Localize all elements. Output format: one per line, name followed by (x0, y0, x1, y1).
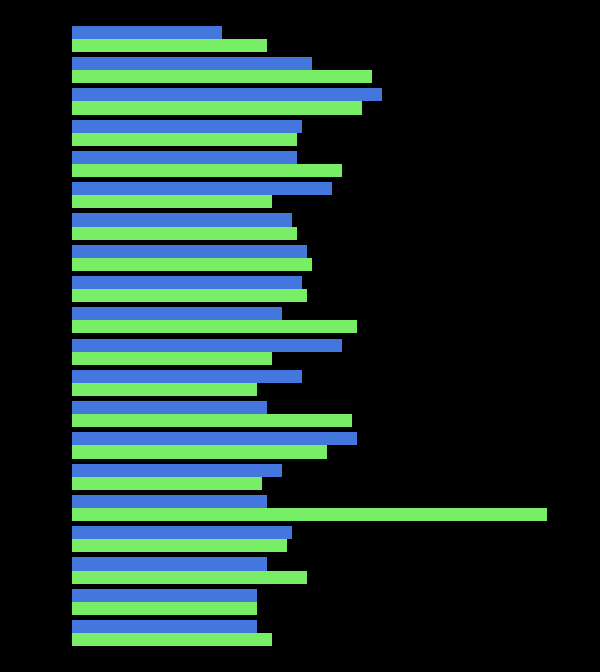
Bar (72, 633, 272, 646)
Bar (72, 321, 357, 333)
Bar (72, 70, 372, 83)
Bar (72, 339, 342, 351)
Bar (72, 508, 547, 521)
Bar (72, 370, 302, 383)
Bar (72, 88, 382, 101)
Bar (72, 446, 327, 458)
Bar (72, 276, 302, 289)
Bar (72, 151, 297, 164)
Bar (72, 226, 297, 240)
Bar (72, 133, 297, 146)
Bar (72, 182, 332, 196)
Bar (72, 571, 307, 584)
Bar (72, 539, 287, 552)
Bar (72, 351, 272, 365)
Bar (72, 57, 312, 70)
Bar (72, 196, 272, 208)
Bar (72, 476, 262, 490)
Bar (72, 414, 352, 427)
Bar (72, 620, 257, 633)
Bar (72, 120, 302, 133)
Bar (72, 164, 342, 177)
Bar (72, 39, 267, 52)
Bar (72, 258, 312, 271)
Bar (72, 464, 282, 476)
Bar (72, 557, 267, 571)
Bar (72, 26, 222, 39)
Bar (72, 602, 257, 615)
Bar (72, 289, 307, 302)
Bar (72, 214, 292, 226)
Bar (72, 401, 267, 414)
Bar (72, 101, 362, 115)
Bar (72, 495, 267, 508)
Bar (72, 526, 292, 539)
Bar (72, 245, 307, 258)
Bar (72, 432, 357, 446)
Bar (72, 589, 257, 602)
Bar (72, 307, 282, 321)
Bar (72, 383, 257, 396)
